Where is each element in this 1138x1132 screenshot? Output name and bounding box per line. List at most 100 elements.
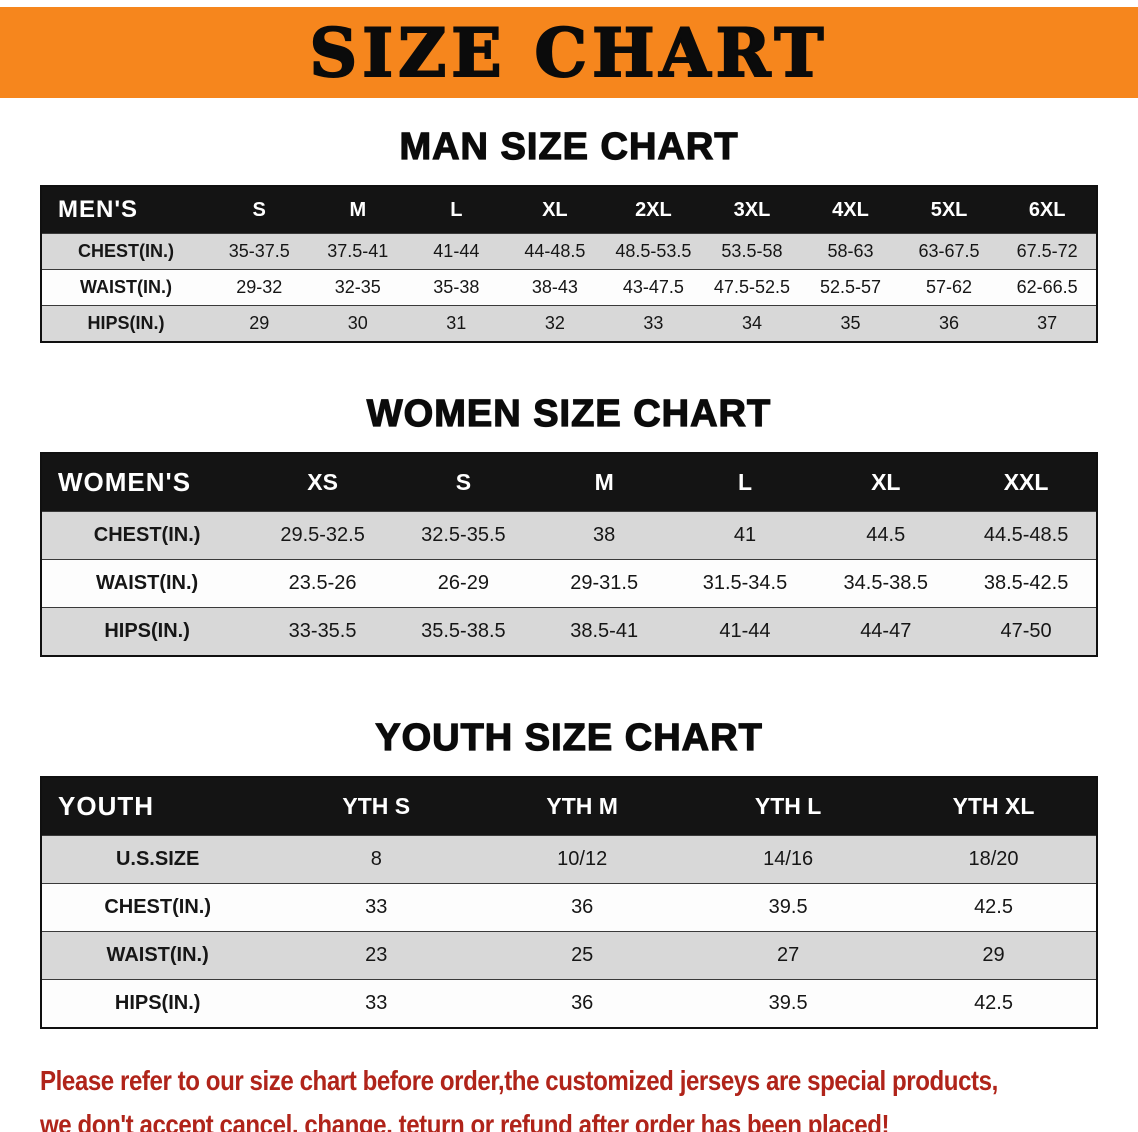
value-cell: 32-35 — [308, 269, 408, 306]
table-row: WAIST(IN.) 23.5-26 26-29 29-31.5 31.5-34.5 34… — [41, 559, 1097, 608]
size-header-cell: 3XL — [702, 186, 802, 234]
women-size-table: WOMEN'S XS S M L XL XXL CHEST(IN.) 29.5-32.5 32.5… — [40, 452, 1098, 657]
men-section-heading: MAN SIZE CHART — [399, 125, 739, 168]
row-label-cell: HIPS(IN.) — [41, 305, 210, 342]
value-cell: 48.5-53.5 — [604, 233, 703, 270]
table-row: CHEST(IN.) 33 36 39.5 42.5 — [41, 883, 1097, 932]
value-cell: 33 — [273, 883, 480, 932]
value-cell: 43-47.5 — [604, 269, 703, 306]
row-label-cell: HIPS(IN.) — [41, 607, 253, 656]
value-cell: 26-29 — [392, 559, 534, 608]
table-header-row: WOMEN'S XS S M L XL XXL — [41, 453, 1097, 512]
size-header-cell: XL — [815, 453, 957, 512]
value-cell: 42.5 — [891, 883, 1097, 932]
men-size-table: MEN'S S M L XL 2XL 3XL 4XL 5XL 6XL CHEST(IN.) 35-37… — [40, 185, 1098, 343]
value-cell: 44-48.5 — [505, 233, 605, 270]
value-cell: 33 — [273, 979, 480, 1028]
value-cell: 39.5 — [685, 979, 892, 1028]
value-cell: 38 — [533, 511, 675, 560]
row-label-cell: WAIST(IN.) — [41, 269, 210, 306]
value-cell: 14/16 — [685, 835, 892, 884]
value-cell: 31 — [407, 305, 506, 342]
table-title-cell: MEN'S — [41, 186, 210, 234]
size-header-cell: YTH XL — [891, 777, 1097, 836]
value-cell: 29 — [891, 931, 1097, 980]
value-cell: 67.5-72 — [998, 233, 1097, 270]
value-cell: 38.5-41 — [533, 607, 675, 656]
section-men: MAN SIZE CHART MEN'S S M L XL 2XL 3XL 4XL 5XL 6XL… — [0, 125, 1138, 343]
size-header-cell: S — [392, 453, 534, 512]
table-row: CHEST(IN.) 29.5-32.5 32.5-35.5 38 41 44.5 44.5… — [41, 511, 1097, 560]
banner: SIZE CHART — [0, 7, 1138, 98]
value-cell: 41-44 — [407, 233, 506, 270]
table-row: HIPS(IN.) 33-35.5 35.5-38.5 38.5-41 41-44 44-… — [41, 607, 1097, 656]
value-cell: 52.5-57 — [801, 269, 900, 306]
row-label-cell: CHEST(IN.) — [41, 233, 210, 270]
value-cell: 36 — [479, 979, 686, 1028]
value-cell: 44.5 — [815, 511, 957, 560]
section-youth: YOUTH SIZE CHART YOUTH YTH S YTH M YTH L YTH… — [0, 716, 1138, 1029]
value-cell: 44.5-48.5 — [956, 511, 1097, 560]
disclaimer: Please refer to our size chart before or… — [40, 1065, 1138, 1132]
size-header-cell: XS — [252, 453, 393, 512]
table-header-row: MEN'S S M L XL 2XL 3XL 4XL 5XL 6XL — [41, 186, 1097, 234]
value-cell: 37 — [998, 305, 1097, 342]
row-label-cell: U.S.SIZE — [41, 835, 274, 884]
value-cell: 27 — [685, 931, 892, 980]
size-header-cell: 4XL — [801, 186, 900, 234]
value-cell: 36 — [899, 305, 999, 342]
table-row: WAIST(IN.) 23 25 27 29 — [41, 931, 1097, 980]
table-header-row: YOUTH YTH S YTH M YTH L YTH XL — [41, 777, 1097, 836]
value-cell: 38-43 — [505, 269, 605, 306]
value-cell: 31.5-34.5 — [674, 559, 816, 608]
value-cell: 29 — [209, 305, 309, 342]
value-cell: 47.5-52.5 — [702, 269, 802, 306]
women-section-heading: WOMEN SIZE CHART — [366, 392, 772, 435]
size-header-cell: M — [533, 453, 675, 512]
value-cell: 10/12 — [479, 835, 686, 884]
value-cell: 39.5 — [685, 883, 892, 932]
size-header-cell: L — [407, 186, 506, 234]
value-cell: 38.5-42.5 — [956, 559, 1097, 608]
disclaimer-line-1: Please refer to our size chart before or… — [40, 1065, 998, 1096]
value-cell: 36 — [479, 883, 686, 932]
row-label-cell: WAIST(IN.) — [41, 559, 253, 608]
value-cell: 25 — [479, 931, 686, 980]
size-header-cell: 2XL — [604, 186, 703, 234]
value-cell: 41 — [674, 511, 816, 560]
disclaimer-line-2: we don't accept cancel, change, teturn o… — [40, 1109, 890, 1132]
size-header-cell: YTH M — [479, 777, 686, 836]
table-row: CHEST(IN.) 35-37.5 37.5-41 41-44 44-48.5 48.5… — [41, 233, 1097, 270]
value-cell: 41-44 — [674, 607, 816, 656]
table-title-cell: WOMEN'S — [41, 453, 253, 512]
value-cell: 53.5-58 — [702, 233, 802, 270]
table-row: HIPS(IN.) 29 30 31 32 33 34 35 36 37 — [41, 305, 1097, 342]
value-cell: 35-38 — [407, 269, 506, 306]
size-header-cell: 5XL — [899, 186, 999, 234]
value-cell: 18/20 — [891, 835, 1097, 884]
value-cell: 29.5-32.5 — [252, 511, 393, 560]
value-cell: 33 — [604, 305, 703, 342]
value-cell: 63-67.5 — [899, 233, 999, 270]
size-header-cell: M — [308, 186, 408, 234]
value-cell: 8 — [273, 835, 480, 884]
page-title: SIZE CHART — [309, 13, 829, 93]
table-title-cell: YOUTH — [41, 777, 274, 836]
value-cell: 62-66.5 — [998, 269, 1097, 306]
value-cell: 34 — [702, 305, 802, 342]
youth-size-table: YOUTH YTH S YTH M YTH L YTH XL U.S.SIZE 8 10/12… — [40, 776, 1098, 1029]
value-cell: 33-35.5 — [252, 607, 393, 656]
table-row: U.S.SIZE 8 10/12 14/16 18/20 — [41, 835, 1097, 884]
section-women: WOMEN SIZE CHART WOMEN'S XS S M L XL XXL CHEST(… — [0, 392, 1138, 657]
table-row: WAIST(IN.) 29-32 32-35 35-38 38-43 43-47.5 47.… — [41, 269, 1097, 306]
value-cell: 58-63 — [801, 233, 900, 270]
value-cell: 35.5-38.5 — [392, 607, 534, 656]
value-cell: 34.5-38.5 — [815, 559, 957, 608]
value-cell: 57-62 — [899, 269, 999, 306]
row-label-cell: CHEST(IN.) — [41, 883, 274, 932]
value-cell: 29-31.5 — [533, 559, 675, 608]
value-cell: 23 — [273, 931, 480, 980]
size-header-cell: XL — [505, 186, 605, 234]
value-cell: 30 — [308, 305, 408, 342]
